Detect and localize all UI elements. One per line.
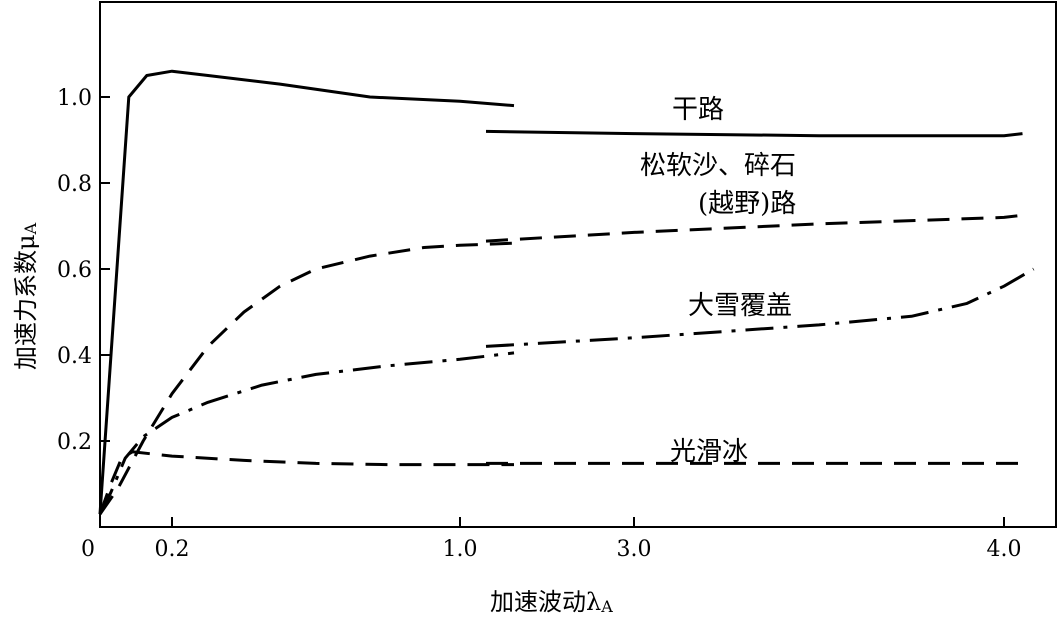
series-label-0: 干路 bbox=[672, 95, 724, 125]
x-axis-label: 加速波动λA bbox=[490, 588, 613, 616]
x-tick-label: 3.0 bbox=[617, 537, 652, 562]
plot-frame bbox=[99, 1, 1057, 528]
series-line-2-segment-1 bbox=[485, 267, 1035, 348]
series-label-1: 松软沙、碎石 bbox=[640, 151, 796, 181]
y-tick-label: 0.8 bbox=[57, 172, 92, 197]
series-line-1-segment-1 bbox=[485, 213, 1023, 243]
y-tick-label: 0.4 bbox=[57, 344, 92, 369]
x-tick-label: 0.2 bbox=[155, 537, 190, 562]
series-line-1-segment-0 bbox=[98, 241, 515, 515]
x-tick-label: 0 bbox=[81, 537, 95, 562]
series-line-3-segment-0 bbox=[98, 450, 514, 515]
series-label-1: (越野)路 bbox=[698, 189, 796, 219]
y-tick-label: 1.0 bbox=[57, 86, 92, 111]
y-axis-label: 加速力系数μA bbox=[12, 222, 40, 370]
x-tick-label: 1.0 bbox=[443, 537, 478, 562]
series-label-3: 光滑冰 bbox=[670, 437, 748, 467]
series-line-2-segment-0 bbox=[98, 351, 515, 515]
series-label-2: 大雪覆盖 bbox=[688, 291, 792, 321]
series-line-0-segment-1 bbox=[485, 129, 1023, 138]
y-tick-label: 0.2 bbox=[57, 430, 92, 455]
y-tick-label: 0.6 bbox=[57, 258, 92, 283]
series-lines bbox=[98, 69, 1035, 515]
series-line-0-segment-0 bbox=[98, 69, 515, 515]
x-tick-label: 4.0 bbox=[987, 537, 1022, 562]
axis-ticks: 0.2 0.4 0.6 0.8 1.0 0 0.2 1.0 3.0 4.0 bbox=[57, 86, 1022, 562]
